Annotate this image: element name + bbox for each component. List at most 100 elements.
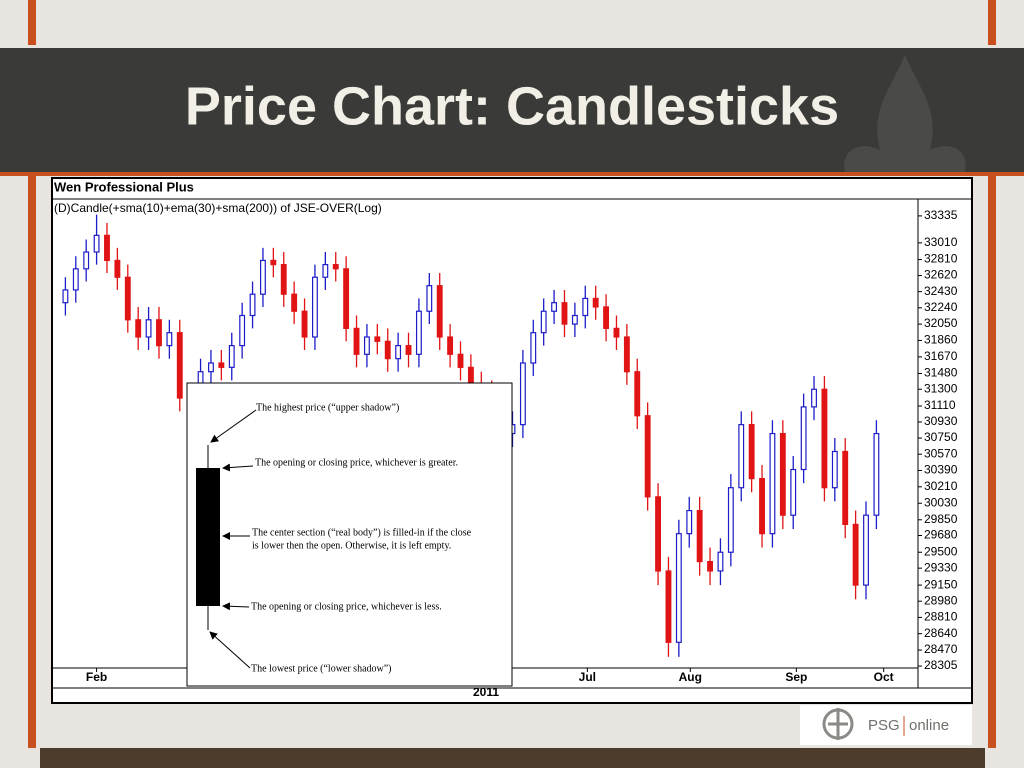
- y-tick-label: 32240: [924, 300, 958, 314]
- accent-bar: [28, 0, 36, 45]
- candle-body: [686, 509, 693, 535]
- candle-body: [727, 487, 734, 553]
- y-tick-label: 28305: [924, 658, 958, 672]
- y-tick-label: 31300: [924, 381, 958, 395]
- accent-bar: [988, 0, 996, 45]
- candle-body: [218, 362, 225, 368]
- y-tick-label: 32050: [924, 316, 958, 330]
- candle-body: [104, 234, 110, 262]
- candle-body: [519, 362, 526, 426]
- candle-body: [779, 432, 786, 516]
- footer-bar: [40, 748, 985, 768]
- arrow: [222, 463, 254, 472]
- candle-body: [176, 332, 183, 399]
- candle-body: [623, 336, 630, 373]
- y-tick-label: 33335: [924, 208, 958, 222]
- y-tick-label: 31480: [924, 366, 958, 380]
- candle-body: [83, 251, 90, 270]
- candle-body: [582, 297, 589, 317]
- candle-body: [228, 345, 235, 368]
- accent-bar: [988, 176, 996, 748]
- candle-body: [738, 424, 745, 489]
- candle-body: [239, 314, 246, 347]
- candle-body: [301, 310, 308, 338]
- candle-body: [291, 293, 298, 312]
- candle-body: [831, 450, 838, 489]
- y-tick-label: 30210: [924, 479, 958, 493]
- y-tick-label: 29500: [924, 544, 958, 558]
- candle-body: [280, 264, 287, 295]
- y-tick-label: 28470: [924, 642, 958, 656]
- candle-body: [592, 297, 599, 308]
- candle-body: [561, 302, 568, 325]
- candle-body: [312, 276, 318, 338]
- logo-brand: PSG: [868, 717, 900, 734]
- decoration: [844, 55, 966, 172]
- callout-label: is lower then the open. Otherwise, it is…: [252, 540, 451, 551]
- candle-body: [395, 345, 402, 360]
- candle-body: [72, 268, 79, 291]
- candle-body: [62, 289, 69, 304]
- candle-body: [748, 424, 755, 480]
- candle-body: [374, 336, 381, 342]
- y-tick-label: 32810: [924, 252, 958, 266]
- candle-body: [759, 478, 765, 535]
- candle-body: [135, 319, 142, 338]
- y-tick-label: 29150: [924, 577, 958, 591]
- candle-body: [852, 523, 859, 586]
- candle-body: [363, 336, 370, 355]
- accent-bar: [28, 176, 36, 748]
- candle-body: [208, 362, 214, 373]
- y-tick-label: 30390: [924, 463, 958, 477]
- candle-body: [114, 259, 121, 278]
- candle-body: [634, 371, 641, 417]
- x-tick-label: Oct: [874, 670, 894, 684]
- callout-label: The opening or closing price, whichever …: [251, 601, 442, 612]
- candle-body: [457, 353, 464, 368]
- candle-body: [260, 259, 266, 295]
- y-tick-label: 28980: [924, 593, 958, 607]
- arrow: [210, 409, 257, 443]
- candle-body: [343, 268, 350, 329]
- candle-body: [800, 406, 807, 471]
- y-tick-label: 28640: [924, 626, 958, 640]
- callout-label: The highest price (“upper shadow”): [256, 402, 399, 413]
- y-tick-label: 31110: [924, 398, 956, 412]
- x-tick-label: Sep: [785, 670, 807, 684]
- accent-line: [0, 172, 1024, 176]
- candle-body: [821, 388, 828, 489]
- y-tick-label: 32430: [924, 284, 958, 298]
- candle-body: [769, 432, 776, 535]
- candle-body: [665, 570, 672, 643]
- candle-body: [156, 319, 162, 347]
- y-tick-label: 30570: [924, 446, 958, 460]
- y-tick-label: 30750: [924, 430, 958, 444]
- x-tick-label: Feb: [86, 670, 107, 684]
- year-label: 2011: [473, 685, 499, 699]
- callout-label: The lowest price (“lower shadow”): [251, 663, 392, 674]
- y-tick-label: 33010: [924, 235, 958, 249]
- y-tick-label: 30930: [924, 414, 958, 428]
- y-tick-label: 31860: [924, 333, 958, 347]
- candle-body: [332, 264, 339, 270]
- arrow: [209, 631, 251, 669]
- candle-body: [696, 509, 703, 563]
- chart-title: Wen Professional Plus: [54, 179, 194, 194]
- candle-body: [571, 314, 578, 325]
- y-tick-label: 32620: [924, 268, 958, 282]
- callout-label: The center section (“real body”) is fill…: [252, 527, 472, 538]
- y-tick-label: 29680: [924, 528, 958, 542]
- candle-body: [436, 285, 443, 338]
- candle-body: [124, 276, 131, 321]
- candle-body: [811, 388, 817, 408]
- x-tick-label: Aug: [679, 670, 702, 684]
- y-tick-label: 29850: [924, 512, 958, 526]
- slide-title: Price Chart: Candlesticks: [185, 76, 839, 136]
- candle-body: [790, 468, 797, 516]
- candle-body: [415, 310, 422, 355]
- chart-subtitle: (D)Candle(+sma(10)+ema(30)+sma(200)) of …: [54, 201, 382, 215]
- candle-body: [873, 432, 880, 516]
- candle-body: [467, 366, 474, 386]
- candle-body: [322, 264, 329, 278]
